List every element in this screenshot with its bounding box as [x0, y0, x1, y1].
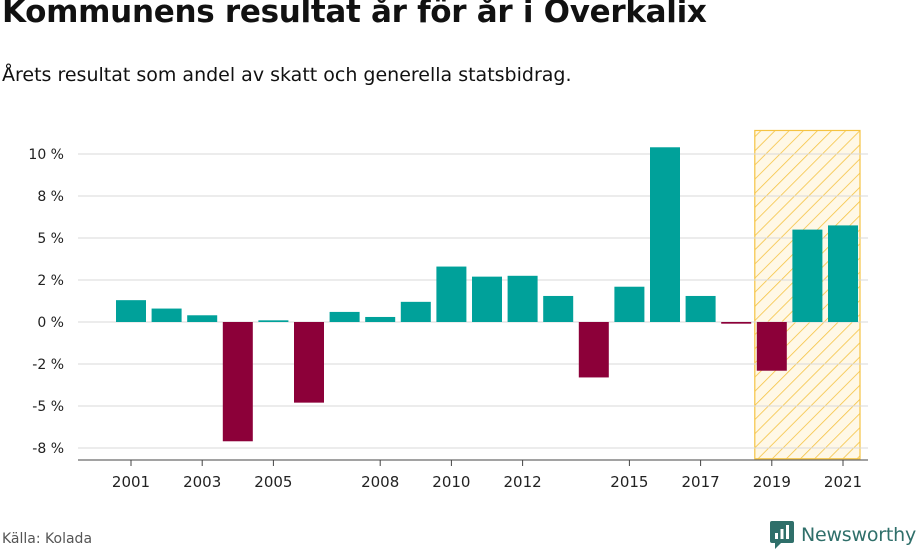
x-tick-label: 2015: [610, 473, 648, 491]
bar-2005: [258, 320, 289, 322]
bar-2001: [116, 300, 146, 322]
x-tick-label: 2012: [504, 473, 542, 491]
x-tick-label: 2021: [824, 473, 862, 491]
bar-2021: [828, 225, 858, 322]
bar-2015: [614, 286, 645, 322]
y-tick-label: 0 %: [37, 315, 64, 331]
bar-2008: [365, 316, 396, 322]
chart-title: Kommunens resultat år för år i Overkalix: [2, 0, 707, 30]
x-tick-label: 2001: [112, 473, 150, 491]
y-tick-label: 2 %: [37, 273, 64, 289]
bar-chart: 10 % 8 % 5 % 2 % 0 % -2 % -5 % -8 % 2001 2003 200…: [28, 129, 868, 491]
bar-2002: [151, 308, 182, 322]
x-tick-label: 2008: [361, 473, 399, 491]
newsworthy-logo-icon: [769, 521, 794, 549]
x-tick-label: 2017: [682, 473, 720, 491]
brand-name: Newsworthy: [800, 524, 916, 546]
x-tick-label: 2010: [432, 473, 470, 491]
bar-2016: [650, 147, 680, 322]
x-tick-label: 2003: [183, 473, 221, 491]
bar-2010: [436, 266, 467, 322]
brand-logo: Newsworthy: [769, 519, 916, 551]
bar-2014: [578, 322, 609, 378]
chart-subtitle: Årets resultat som andel av skatt och ge…: [2, 64, 572, 86]
bar-2019: [756, 322, 787, 371]
y-tick-label: 5 %: [37, 231, 64, 247]
bar-2018: [721, 322, 752, 324]
bar-2004: [222, 322, 253, 442]
bar-2011: [472, 276, 502, 322]
y-tick-label: 10 %: [28, 147, 64, 163]
bar-2009: [400, 301, 431, 322]
y-tick-label: -8 %: [32, 441, 64, 457]
source-note: Källa: Kolada: [2, 531, 93, 547]
bar-2006: [294, 322, 324, 403]
y-tick-label: -5 %: [32, 399, 64, 415]
bar-2007: [329, 311, 360, 322]
bar-2020: [792, 229, 823, 322]
bar-2017: [685, 295, 716, 322]
y-tick-label: 8 %: [37, 189, 64, 205]
x-tick-label: 2019: [753, 473, 791, 491]
bar-2012: [507, 275, 538, 322]
y-tick-label: -2 %: [32, 357, 64, 373]
x-tick-label: 2005: [254, 473, 292, 491]
bar-2013: [543, 295, 574, 322]
bar-2003: [187, 315, 218, 322]
